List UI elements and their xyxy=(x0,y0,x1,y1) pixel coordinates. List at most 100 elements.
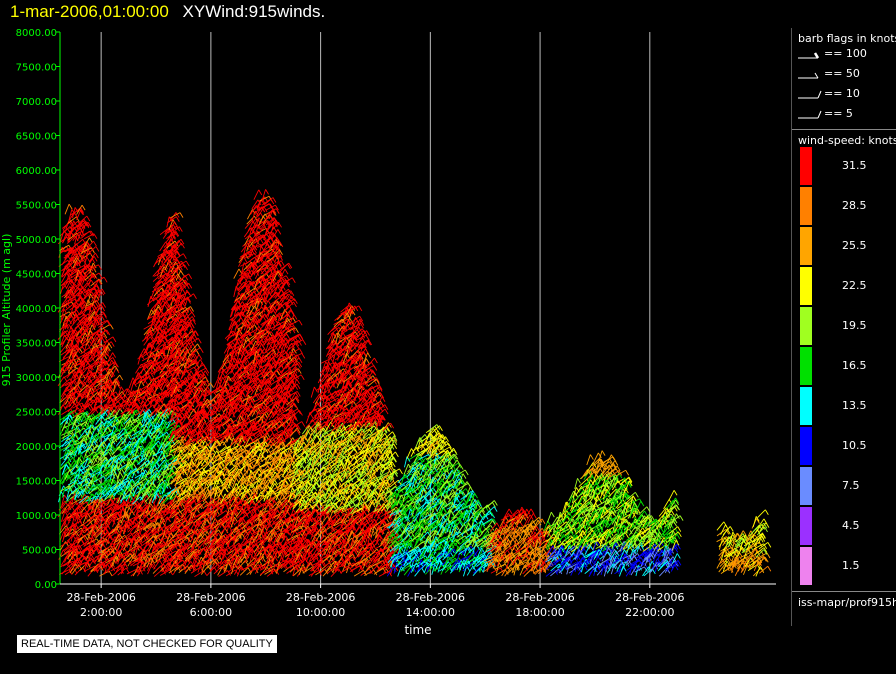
wind-barb-flag xyxy=(93,233,98,239)
wind-barb xyxy=(72,386,80,396)
wind-barb xyxy=(69,482,77,492)
wind-barb xyxy=(97,392,103,403)
wind-barb xyxy=(88,264,99,271)
wind-barb xyxy=(70,278,78,289)
wind-barb xyxy=(159,227,170,236)
wind-barb xyxy=(69,563,76,574)
wind-barb xyxy=(61,226,71,235)
wind-barb xyxy=(96,503,102,514)
wind-barb-flag xyxy=(179,212,184,218)
wind-barb-flag xyxy=(77,261,81,267)
wind-barb-flag xyxy=(105,360,109,367)
wind-barb-flag xyxy=(96,518,100,524)
wind-barb xyxy=(87,246,97,255)
wind-barb xyxy=(94,344,105,351)
wind-barb-flag xyxy=(86,481,91,487)
wind-barb xyxy=(72,368,80,379)
wind-barb xyxy=(71,545,76,557)
wind-barb-flag xyxy=(81,291,86,297)
wind-barb xyxy=(61,499,69,509)
wind-barb xyxy=(103,493,113,502)
wind-barb-flag xyxy=(93,240,97,247)
wind-barb-flag xyxy=(77,338,82,344)
wind-barb xyxy=(63,543,72,552)
wind-barb-flag xyxy=(78,511,83,518)
wind-barb-flag xyxy=(90,279,95,286)
wind-barb-flag xyxy=(112,352,117,358)
wind-barb-flag xyxy=(98,272,103,279)
wind-barb xyxy=(67,479,79,486)
wind-barb xyxy=(107,386,112,398)
wind-barb-flag xyxy=(108,342,113,349)
wind-barb xyxy=(61,494,65,506)
wind-barb xyxy=(105,483,110,495)
wind-barb xyxy=(75,551,79,563)
wind-barb xyxy=(61,247,72,253)
wind-barb xyxy=(67,216,77,224)
wind-barb xyxy=(94,375,101,386)
wind-barb xyxy=(98,492,109,500)
wind-barb-flag xyxy=(106,524,111,530)
wind-barb-flag xyxy=(101,503,105,509)
wind-barb xyxy=(113,497,119,509)
wind-barb xyxy=(75,457,80,469)
wind-barb-flag xyxy=(80,498,85,505)
wind-barb-flag xyxy=(190,370,195,376)
wind-barb xyxy=(83,529,92,538)
wind-barb xyxy=(62,429,67,441)
wind-barb-flag xyxy=(87,495,92,502)
wind-barb xyxy=(84,381,92,391)
wind-barb-flag xyxy=(86,256,91,262)
wind-barb xyxy=(101,427,109,437)
wind-barb-flag xyxy=(86,410,91,417)
wind-barb-flag xyxy=(100,289,105,296)
wind-barb xyxy=(97,329,108,337)
wind-barb-flag xyxy=(120,386,125,392)
wind-barb xyxy=(98,337,103,348)
wind-barb xyxy=(101,498,112,505)
wind-barb xyxy=(64,317,69,329)
wind-barb-flag xyxy=(77,388,81,394)
wind-barb xyxy=(70,520,81,528)
wind-barb xyxy=(67,426,75,437)
wind-barb xyxy=(78,255,83,267)
wind-barb-flag xyxy=(103,277,108,283)
wind-barb xyxy=(83,457,89,468)
wind-barb xyxy=(71,549,76,561)
wind-barb xyxy=(77,362,83,373)
wind-barb xyxy=(91,319,97,331)
wind-barb xyxy=(77,285,83,297)
wind-barb xyxy=(59,311,70,318)
wind-barb xyxy=(76,246,85,256)
wind-barb xyxy=(62,527,67,539)
wind-barb xyxy=(61,473,66,485)
wind-barb xyxy=(99,360,105,371)
wind-barb xyxy=(104,368,111,379)
wind-barb xyxy=(105,550,114,559)
wind-barb-flag xyxy=(78,474,82,480)
wind-barb-flag xyxy=(174,221,178,227)
wind-barb-flag xyxy=(182,253,187,259)
wind-barb xyxy=(65,272,70,284)
wind-barb xyxy=(101,548,112,556)
wind-barb xyxy=(101,360,106,372)
wind-barb xyxy=(77,448,88,456)
wind-barb xyxy=(99,391,105,403)
wind-barb-flag xyxy=(98,511,103,518)
wind-barb xyxy=(67,226,75,237)
wind-barb-flag xyxy=(105,348,109,354)
wind-barb xyxy=(101,486,111,495)
wind-barb xyxy=(84,415,90,427)
wind-barb xyxy=(89,555,97,566)
wind-barb xyxy=(89,283,97,293)
wind-barb xyxy=(85,543,96,551)
wind-barb-flag xyxy=(104,329,109,335)
wind-barb xyxy=(79,525,85,536)
wind-barb-flag xyxy=(93,525,98,531)
wind-barb-flag xyxy=(81,442,86,448)
wind-barb xyxy=(96,411,106,419)
wind-barb-flag xyxy=(81,275,86,281)
wind-barb-flag xyxy=(185,260,190,267)
wind-barb-flag xyxy=(68,280,73,287)
wind-barb xyxy=(84,395,90,406)
